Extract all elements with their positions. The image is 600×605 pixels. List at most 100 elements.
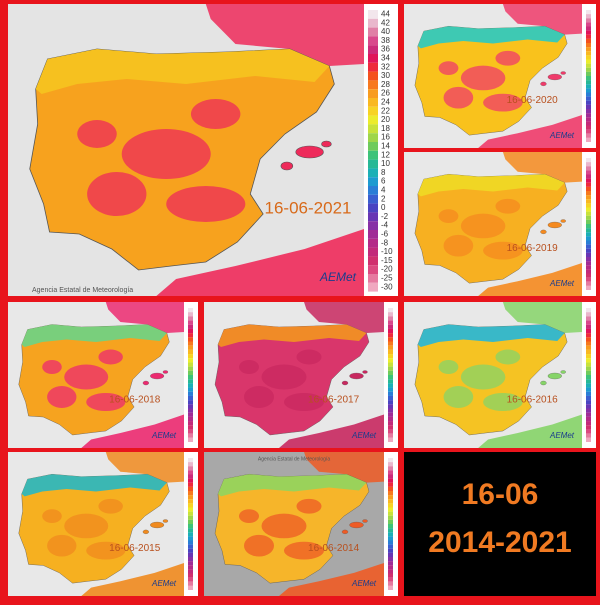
logo: AEMet bbox=[319, 270, 357, 284]
legend-label: 36 bbox=[381, 45, 390, 54]
legend-swatch bbox=[388, 400, 393, 405]
legend-swatch bbox=[188, 366, 193, 371]
legend-swatch bbox=[188, 312, 193, 317]
legend-swatch bbox=[388, 573, 393, 578]
legend-swatch bbox=[188, 495, 193, 500]
map-date: 16-06-2019 bbox=[507, 243, 559, 254]
legend-label: 8 bbox=[381, 168, 386, 177]
legend-swatch bbox=[388, 408, 393, 413]
legend-swatch bbox=[388, 425, 393, 430]
legend-swatch bbox=[586, 117, 591, 122]
legend-label: 20 bbox=[381, 115, 390, 124]
legend-swatch bbox=[586, 370, 591, 375]
legend-swatch bbox=[586, 63, 591, 68]
agency-name: Agencia Estatal de Meteorología bbox=[32, 287, 133, 294]
summary-line: 2014-2021 bbox=[428, 526, 571, 559]
legend-swatch bbox=[586, 96, 591, 101]
legend-swatch bbox=[188, 524, 193, 529]
hot-area bbox=[98, 349, 123, 365]
map-date: 16-06-2018 bbox=[109, 394, 161, 405]
summary-box bbox=[404, 452, 596, 596]
legend-swatch bbox=[188, 499, 193, 504]
legend-swatch bbox=[368, 221, 378, 230]
legend-swatch bbox=[586, 273, 591, 278]
legend-swatch bbox=[586, 100, 591, 105]
island bbox=[150, 372, 165, 380]
legend-swatch bbox=[388, 466, 393, 471]
legend-swatch bbox=[368, 168, 378, 178]
island bbox=[321, 140, 332, 148]
legend-label: 38 bbox=[381, 36, 390, 45]
legend-swatch bbox=[388, 491, 393, 496]
legend-swatch bbox=[586, 244, 591, 249]
france bbox=[105, 452, 184, 483]
legend-swatch bbox=[388, 404, 393, 409]
legend-swatch bbox=[388, 548, 393, 553]
legend-swatch bbox=[188, 429, 193, 434]
legend-swatch bbox=[586, 232, 591, 237]
legend-swatch bbox=[368, 80, 378, 90]
map bbox=[8, 452, 184, 596]
legend-swatch bbox=[388, 362, 393, 367]
legend-swatch bbox=[188, 362, 193, 367]
legend-swatch bbox=[188, 474, 193, 479]
legend-swatch bbox=[188, 482, 193, 487]
hot-area bbox=[64, 513, 109, 539]
legend-swatch bbox=[586, 121, 591, 126]
legend-swatch bbox=[188, 561, 193, 566]
legend-swatch bbox=[388, 375, 393, 380]
legend-swatch bbox=[388, 391, 393, 396]
legend-swatch bbox=[188, 358, 193, 363]
legend-label: -2 bbox=[381, 212, 389, 221]
legend-swatch bbox=[368, 256, 378, 266]
legend-swatch bbox=[388, 495, 393, 500]
legend-swatch bbox=[586, 92, 591, 97]
legend-swatch bbox=[586, 71, 591, 76]
legend-swatch bbox=[188, 337, 193, 342]
map-date: 16-06-2014 bbox=[308, 543, 360, 554]
legend-swatch bbox=[586, 191, 591, 196]
map-panel: 16-06-2019 AEMet bbox=[404, 152, 596, 296]
legend-swatch bbox=[388, 437, 393, 442]
legend-swatch bbox=[586, 195, 591, 200]
hot-area bbox=[261, 513, 307, 539]
legend-swatch bbox=[388, 345, 393, 350]
legend-swatch bbox=[368, 106, 378, 116]
legend-swatch bbox=[388, 528, 393, 533]
legend-swatch bbox=[586, 215, 591, 220]
legend-swatch bbox=[388, 416, 393, 422]
france bbox=[105, 302, 184, 333]
legend-label: 34 bbox=[381, 54, 390, 63]
legend-swatch bbox=[388, 308, 393, 313]
map bbox=[204, 302, 384, 448]
legend-label: -30 bbox=[381, 282, 393, 291]
africa bbox=[478, 262, 582, 296]
legend-swatch bbox=[188, 536, 193, 541]
legend-swatch bbox=[188, 486, 193, 491]
legend-swatch bbox=[188, 466, 193, 471]
logo: AEMet bbox=[549, 431, 575, 440]
map-panel: 4442403836343230282624222018161412108642… bbox=[8, 4, 398, 296]
legend-swatch bbox=[188, 573, 193, 578]
legend-swatch bbox=[188, 462, 193, 467]
legend-swatch bbox=[586, 129, 591, 134]
legend-swatch bbox=[368, 36, 378, 46]
hot-area bbox=[495, 50, 521, 66]
legend-label: 44 bbox=[381, 10, 390, 19]
legend-label: -15 bbox=[381, 256, 393, 265]
map bbox=[204, 452, 384, 596]
island bbox=[349, 521, 364, 529]
legend-label: 14 bbox=[381, 142, 390, 151]
legend-swatch bbox=[586, 178, 591, 183]
legend-swatch bbox=[388, 370, 393, 375]
hot-area bbox=[443, 386, 474, 408]
legend-swatch bbox=[188, 354, 193, 359]
island bbox=[142, 529, 149, 535]
legend-swatch bbox=[586, 186, 591, 191]
island bbox=[560, 370, 566, 374]
legend-swatch bbox=[586, 158, 591, 163]
legend-swatch bbox=[388, 561, 393, 566]
legend-swatch bbox=[586, 51, 591, 56]
africa bbox=[81, 562, 184, 596]
logo: AEMet bbox=[351, 431, 377, 440]
